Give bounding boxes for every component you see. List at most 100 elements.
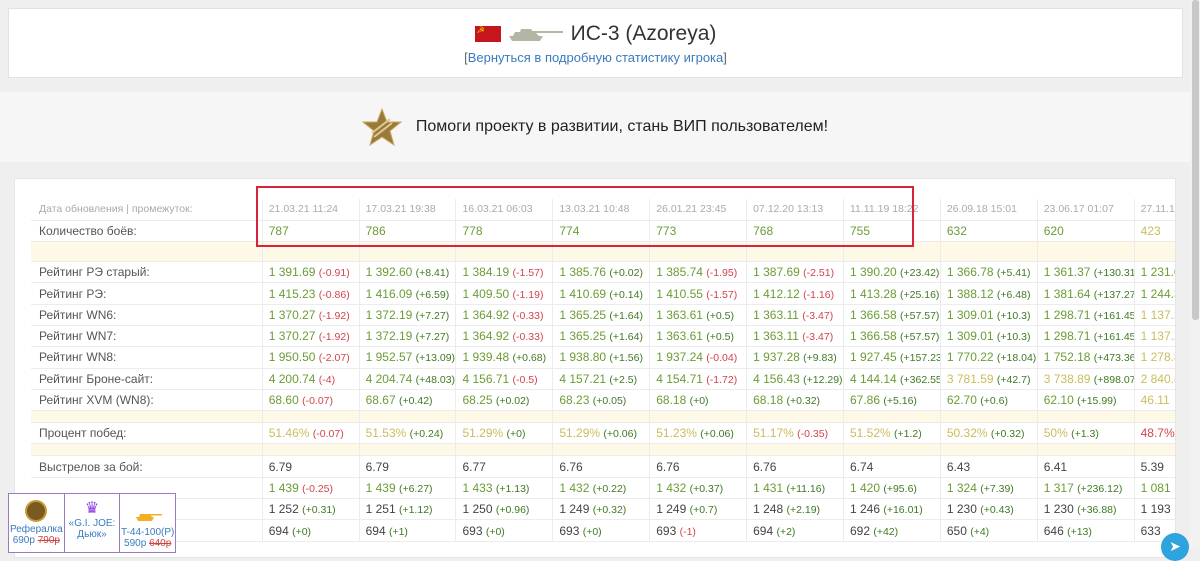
scrollbar-thumb[interactable] [1192,0,1199,320]
spacer-cell [552,443,650,457]
shop-item-t44[interactable]: T-44-100(P) 590р 640р [120,494,175,552]
row-label: Рейтинг WN8: [31,346,263,369]
stat-value: 1 370.27 [268,307,316,322]
star-icon [361,107,402,147]
stat-delta: (+473.36) [1093,352,1134,365]
stat-value: 46.11 [1140,393,1170,408]
stat-delta: (+1.12) [398,504,433,517]
battles-cell: 774 [552,220,650,243]
stat-delta: (+95.6) [883,482,917,495]
stat-cell: 1 370.27 (-1.92) [261,325,360,348]
stat-delta: (+0.42) [398,395,433,408]
shop-item-referral[interactable]: Рефералка 690р 790р [9,494,65,552]
stat-value: 694 [753,523,774,538]
stat-row: 1 439 (-0.25) 1 439 (+6.27) 1 433 (+1.13) 1… [31,477,1175,500]
spacer-cell [1036,241,1135,263]
scrollbar[interactable] [1190,0,1200,549]
stats-history-table: Дата обновления | промежуток: 21.03.21 11… [31,199,1175,542]
stat-cell: 1 385.76 (+0.02) [552,261,650,284]
stat-cell: 1 433 (+1.13) [455,477,553,500]
stat-value: 51.29% [462,426,504,441]
stat-value: 1 278.82 [1140,350,1175,365]
row-label: Рейтинг XVM (WN8): [31,389,263,412]
battles-value: 755 [849,223,870,238]
stat-value: 694 [365,523,386,538]
stat-row: Рейтинг WN7: 1 370.27 (-1.92) 1 372.19 (+7… [31,325,1175,348]
stat-delta: (+1.56) [609,352,643,365]
back-to-player-stats-link[interactable]: Вернуться в подробную статистику игрока [467,50,724,65]
stat-cell: 1 412.12 (-1.16) [746,282,844,305]
spacer-cell [261,410,360,424]
stat-delta: (+6.27) [398,482,433,495]
spacer-cell [31,443,263,457]
stat-value: 1 416.09 [365,286,413,301]
stat-value: 633 [1140,523,1161,538]
shop-widget: Рефералка 690р 790р ♛ «G.I. JOE: Дьюк» T… [8,493,176,553]
stat-delta: (+157.23) [900,352,940,365]
stat-value: 1 246 [849,502,880,517]
section-spacer [31,410,1175,424]
stat-delta: (+0.37) [689,482,724,495]
stat-value: 1 193 [1140,502,1171,517]
stat-value: 1 363.61 [656,329,703,344]
stat-cell: 1 249 (+0.32) [552,498,650,521]
battles-value: 768 [753,223,774,238]
stat-cell: 694 (+0) [261,519,360,542]
stat-cell: 5.39 [1133,455,1175,478]
stat-value: 1 365.25 [559,329,607,344]
stat-value: 1 385.74 [656,265,703,280]
tank-icon [508,29,563,41]
spacer-cell [939,410,1038,424]
stat-cell: 1 244.37 [1133,282,1175,305]
stat-cell: 692 (+42) [842,519,941,542]
stat-value: 50.32% [946,426,988,441]
shop-item-gi-joe[interactable]: ♛ «G.I. JOE: Дьюк» [65,494,121,552]
stat-delta: (+11.16) [786,482,826,495]
stat-cell: 1 278.82 [1133,346,1175,369]
battles-cell: 768 [746,220,844,243]
stat-delta: (+7.39) [980,482,1014,495]
stat-cell: 3 738.89 (+898.07) [1036,368,1135,390]
stat-cell: 1 231.06 [1133,261,1175,284]
stat-value: 6.79 [365,459,389,474]
stat-delta: (+42) [873,525,899,538]
stat-cell: 6.79 [261,455,360,478]
stat-delta: (+161.45) [1093,309,1134,322]
stat-cell: 50% (+1.3) [1036,422,1135,445]
stat-value: 1 752.18 [1043,350,1091,365]
stat-row: Рейтинг Броне-сайт: 4 200.74 (-4) 4 204.74… [31,368,1175,390]
stat-cell: 1 361.37 (+130.31) [1036,261,1135,284]
stat-value: 68.18 [656,393,687,408]
stat-cell: 4 156.43 (+12.29) [746,368,844,390]
stat-cell: 1 366.58 (+57.57) [842,304,941,326]
stat-cell: 1 950.50 (-2.07) [261,346,360,369]
stat-delta: (-0.04) [706,352,738,365]
stat-value: 1 137.26 [1140,307,1175,322]
stat-delta: (-0.07) [312,428,344,441]
stat-value: 1 366.78 [946,265,994,280]
stat-delta: (+1.2) [894,428,922,441]
stat-value: 1 372.19 [365,307,413,322]
vip-banner[interactable]: Помоги проекту в развитии, стань ВИП пол… [0,92,1190,162]
stat-delta: (-0.5) [512,373,538,386]
stat-delta: (+6.48) [996,288,1031,301]
stat-cell: 4 157.21 (+2.5) [552,368,650,390]
stat-cell: 1 937.24 (-0.04) [649,346,747,369]
stat-delta: (+13.09) [415,352,456,365]
vehicle-header: ИС-3 (Azoreya) [Вернуться в подробную ст… [8,8,1183,78]
date-cell: 26.01.21 23:45 [649,199,747,221]
stat-delta: (-1.16) [803,288,835,301]
stat-cell: 1 364.92 (-0.33) [455,304,553,326]
stat-value: 4 156.43 [753,371,800,386]
stat-value: 1 939.48 [462,350,510,365]
stat-delta: (+5.41) [996,267,1031,280]
stat-delta: (+362.55) [900,373,940,386]
stat-cell: 1 230 (+0.43) [939,498,1038,521]
stat-value: 1 381.64 [1043,286,1091,301]
stat-delta: (+0.06) [700,428,734,441]
stat-delta: (+2) [776,525,796,538]
stat-delta: (+1.13) [495,482,530,495]
stat-cell: 1 410.55 (-1.57) [649,282,747,305]
stat-value: 1 081 [1140,480,1171,495]
telegram-button[interactable]: ➤ [1161,533,1189,561]
